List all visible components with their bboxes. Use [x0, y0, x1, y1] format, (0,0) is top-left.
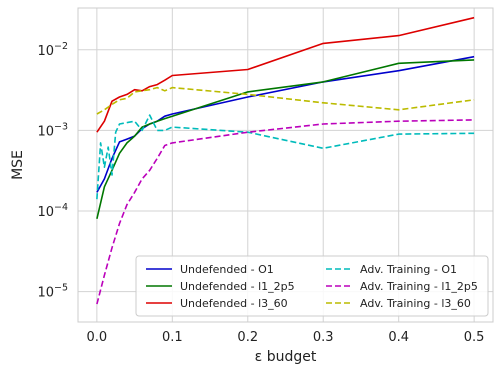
- x-tick-label: 0.4: [388, 330, 409, 345]
- series-line-2: [96, 16, 475, 133]
- y-tick-labels: 10−5 10−4 10−3 10−2: [37, 41, 68, 301]
- y-axis-label: MSE: [10, 150, 26, 180]
- legend-label: Undefended - l1_2p5: [180, 280, 295, 293]
- series-line-1: [96, 59, 475, 219]
- y-tick-label: 10−4: [37, 202, 68, 220]
- legend-label: Undefended - O1: [180, 263, 274, 276]
- plot-frame: [77, 7, 494, 323]
- x-tick-label: 0.5: [464, 330, 485, 345]
- x-tick-label: 0.1: [162, 330, 183, 345]
- x-axis-label: ε budget: [255, 349, 317, 365]
- series-line-4: [96, 119, 475, 305]
- x-tick-label: 0.0: [87, 330, 108, 345]
- legend-label: Adv. Training - O1: [360, 263, 457, 276]
- legend: Undefended - O1 Adv. Training - O1 Undefen…: [135, 255, 489, 317]
- x-tick-label: 0.2: [237, 330, 258, 345]
- x-tick-labels: 0.0 0.1 0.2 0.3 0.4 0.5: [87, 330, 485, 345]
- series-lines: [96, 16, 475, 305]
- legend-label: Adv. Training - l1_2p5: [360, 280, 478, 293]
- y-tick-label: 10−5: [37, 283, 68, 301]
- x-tick-label: 0.3: [313, 330, 334, 345]
- legend-box: [135, 255, 489, 317]
- legend-label: Adv. Training - l3_60: [360, 297, 471, 310]
- y-tick-label: 10−3: [37, 121, 68, 139]
- series-line-5: [96, 86, 475, 115]
- legend-label: Undefended - l3_60: [180, 297, 288, 310]
- series-line-3: [96, 114, 475, 200]
- y-tick-label: 10−2: [37, 41, 68, 59]
